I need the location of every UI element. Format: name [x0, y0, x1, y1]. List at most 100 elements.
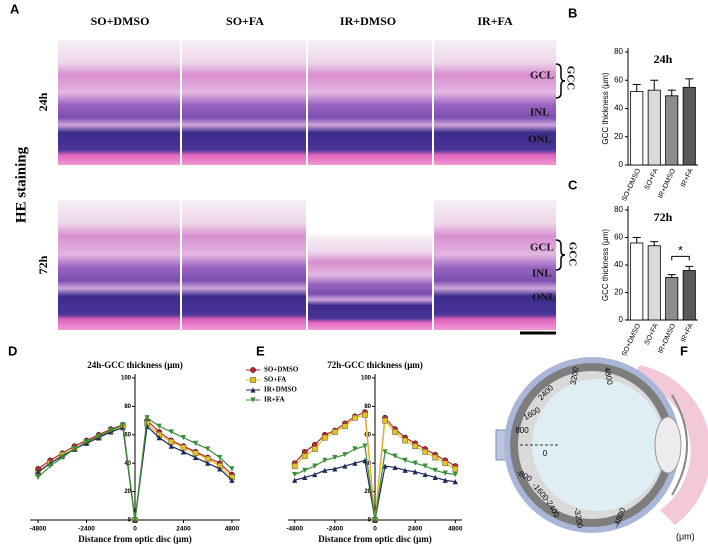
pink-region [630, 365, 708, 525]
legend-label: IR+FA [264, 396, 285, 404]
data-point [362, 412, 368, 418]
data-point [292, 477, 298, 483]
data-point [180, 435, 187, 441]
image [434, 200, 556, 330]
bar [630, 242, 644, 321]
chart-title: 72h [654, 210, 673, 224]
bracket-label: GCC [564, 66, 576, 91]
layer-label: INL [532, 268, 552, 280]
data-point [332, 466, 338, 472]
unit-label: (μm) [676, 531, 695, 541]
data-point [352, 414, 358, 421]
data-point [192, 454, 199, 461]
chart-title: 72h-GCC thickness (μm) [327, 360, 423, 370]
x-tick-label: IR+DMSO [657, 322, 677, 355]
row-label: 24h [36, 92, 50, 111]
vitreous [532, 379, 664, 511]
data-point [322, 457, 328, 463]
x-tick-label: SO+DMSO [621, 322, 642, 357]
y-tick-label: 0 [368, 518, 372, 524]
data-point [120, 422, 126, 428]
lens [654, 416, 682, 474]
data-point [229, 466, 235, 472]
data-point [422, 448, 429, 455]
data-point [342, 463, 348, 469]
data-point [392, 464, 398, 471]
data-point [71, 446, 78, 452]
bar [647, 245, 661, 321]
y-tick-label: 60 [614, 75, 623, 84]
data-point [302, 474, 308, 480]
x-tick-label: -4800 [286, 526, 303, 533]
legend-marker [250, 387, 256, 393]
bracket [555, 63, 566, 99]
data-point [35, 469, 41, 475]
data-point [322, 467, 328, 473]
bar [647, 89, 661, 166]
x-axis-label: Distance from optic disc (μm) [78, 534, 191, 544]
x-tick-label: -2400 [327, 526, 344, 533]
x-tick-label: 2400 [176, 526, 191, 533]
data-point [342, 423, 348, 430]
data-point [83, 439, 90, 445]
y-tick-label: 100 [121, 376, 132, 382]
legend-label: IR+DMSO [264, 386, 297, 394]
column-header: IR+FA [477, 14, 513, 28]
data-point [452, 471, 458, 478]
cornea [671, 394, 688, 496]
data-point [156, 423, 162, 429]
data-point [168, 443, 174, 449]
panel-label: E [256, 343, 265, 358]
diagram-label: 800 [515, 426, 529, 435]
bar [682, 270, 696, 321]
data-point [362, 457, 368, 463]
image [308, 40, 432, 165]
bracket [555, 239, 566, 271]
data-point [229, 477, 235, 483]
side-label: HE staining [13, 146, 29, 223]
y-tick-label: 80 [614, 205, 623, 214]
data-point [352, 446, 358, 452]
y-tick-label: 0 [128, 518, 132, 524]
data-point [352, 460, 358, 466]
x-tick-label: 2400 [408, 526, 423, 533]
data-point [392, 453, 398, 459]
data-point [156, 435, 162, 441]
legend-marker [250, 367, 256, 373]
data-point [311, 446, 318, 452]
chart-title: 24h-GCC thickness (μm) [87, 360, 183, 370]
bar [665, 95, 679, 166]
y-tick-label: 40 [614, 104, 623, 113]
data-point [432, 454, 439, 461]
data-point [332, 454, 338, 461]
histology-images [58, 40, 556, 330]
data-point [432, 474, 438, 480]
image [308, 235, 432, 330]
legend-label: SO+DMSO [264, 366, 299, 374]
x-tick-label: SO+FA [644, 167, 660, 191]
bar [682, 86, 696, 166]
data-point [205, 446, 211, 452]
data-point [372, 517, 378, 523]
data-point [402, 467, 408, 473]
data-point [168, 429, 174, 435]
y-axis-label: GCC thickness (μm) [601, 229, 610, 302]
x-tick-label: SO+DMSO [621, 167, 642, 202]
x-axis-label: Distance from optic disc (μm) [318, 534, 431, 544]
data-point [205, 460, 211, 466]
data-point [412, 469, 418, 475]
diagram-label: 4800 [602, 366, 614, 386]
column-header: SO+FA [226, 14, 264, 28]
panel-label: B [568, 5, 577, 20]
bracket-label: GCC [566, 242, 578, 267]
y-tick-label: 60 [614, 233, 623, 242]
layer-label: GCL [530, 70, 554, 82]
data-point [382, 449, 388, 455]
data-point [192, 440, 199, 446]
data-point [432, 467, 438, 473]
data-point [452, 479, 458, 485]
x-tick-label: -2400 [78, 526, 95, 533]
data-point [402, 457, 408, 463]
data-point [362, 443, 368, 449]
y-tick-label: 60 [124, 432, 131, 438]
